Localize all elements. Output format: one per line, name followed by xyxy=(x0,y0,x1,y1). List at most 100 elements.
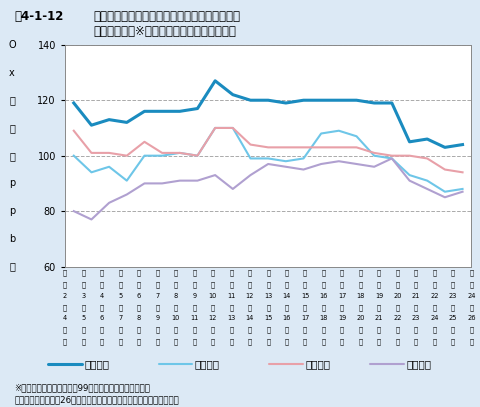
Text: 成: 成 xyxy=(81,281,85,288)
Text: 年: 年 xyxy=(247,327,251,333)
Text: 年: 年 xyxy=(376,327,380,333)
Text: 11: 11 xyxy=(227,293,235,299)
Text: 度: 度 xyxy=(100,338,104,345)
Text: 〜: 〜 xyxy=(173,304,178,311)
Text: 〜: 〜 xyxy=(155,304,159,311)
Text: 9: 9 xyxy=(192,293,196,299)
Text: 〜: 〜 xyxy=(118,304,122,311)
Text: 8: 8 xyxy=(136,315,141,322)
Text: 〜: 〜 xyxy=(81,304,85,311)
Text: 6: 6 xyxy=(136,293,141,299)
Text: 〜: 〜 xyxy=(321,304,325,311)
Text: 平: 平 xyxy=(321,270,325,276)
Text: 成: 成 xyxy=(265,281,270,288)
Text: 17: 17 xyxy=(300,315,309,322)
Text: 平: 平 xyxy=(118,270,122,276)
Text: 12: 12 xyxy=(208,315,216,322)
Text: 〜: 〜 xyxy=(358,304,362,311)
Text: 16: 16 xyxy=(319,293,327,299)
Text: 成: 成 xyxy=(229,281,233,288)
Text: 26: 26 xyxy=(466,315,475,322)
Text: 年: 年 xyxy=(302,327,306,333)
Text: 13: 13 xyxy=(227,315,235,322)
Text: 18: 18 xyxy=(319,315,327,322)
Text: 度: 度 xyxy=(118,338,122,345)
Text: 年: 年 xyxy=(81,327,85,333)
Text: 3: 3 xyxy=(81,293,85,299)
Text: 〜: 〜 xyxy=(395,304,399,311)
Text: 平: 平 xyxy=(376,270,380,276)
Text: 24: 24 xyxy=(466,293,475,299)
Text: 15: 15 xyxy=(300,293,309,299)
Text: 11: 11 xyxy=(190,315,198,322)
Text: 〜: 〜 xyxy=(413,304,417,311)
Text: 12: 12 xyxy=(245,293,253,299)
Text: 〜: 〜 xyxy=(63,304,67,311)
Text: 平: 平 xyxy=(173,270,178,276)
Text: 20: 20 xyxy=(356,315,364,322)
Text: 成: 成 xyxy=(63,281,67,288)
Text: 14: 14 xyxy=(245,315,253,322)
Text: 平: 平 xyxy=(284,270,288,276)
Text: 年: 年 xyxy=(450,327,454,333)
Text: 5: 5 xyxy=(81,315,85,322)
Text: 成: 成 xyxy=(321,281,325,288)
Text: 度: 度 xyxy=(468,338,472,345)
Text: （: （ xyxy=(9,151,15,161)
Text: すための指標※による域内最高値の経年変化: すための指標※による域内最高値の経年変化 xyxy=(94,25,236,38)
Text: 度: 度 xyxy=(413,338,417,345)
Text: 7: 7 xyxy=(155,293,159,299)
Text: ※：日最高８時間値の年間99パーセンタイル値移動平均: ※：日最高８時間値の年間99パーセンタイル値移動平均 xyxy=(14,383,150,392)
Text: b: b xyxy=(9,234,15,244)
Text: 度: 度 xyxy=(136,338,141,345)
Text: 度: 度 xyxy=(432,338,435,345)
Text: p: p xyxy=(9,178,15,188)
Text: 平: 平 xyxy=(63,270,67,276)
Text: 平: 平 xyxy=(192,270,196,276)
Text: 成: 成 xyxy=(358,281,362,288)
Text: 度: 度 xyxy=(229,338,233,345)
Text: 平: 平 xyxy=(413,270,417,276)
Text: 〜: 〜 xyxy=(100,304,104,311)
Text: 年: 年 xyxy=(136,327,141,333)
Text: 〜: 〜 xyxy=(432,304,435,311)
Text: 〜: 〜 xyxy=(468,304,472,311)
Text: 年: 年 xyxy=(321,327,325,333)
Text: 度: 度 xyxy=(192,338,196,345)
Text: 年: 年 xyxy=(284,327,288,333)
Text: 平: 平 xyxy=(136,270,141,276)
Text: 光化学オキシダントの環境改善効果を適切に示: 光化学オキシダントの環境改善効果を適切に示 xyxy=(94,10,240,23)
Text: 度: 度 xyxy=(63,338,67,345)
Text: 平: 平 xyxy=(339,270,343,276)
Text: 9: 9 xyxy=(155,315,159,322)
Text: 22: 22 xyxy=(393,315,401,322)
Text: 2: 2 xyxy=(63,293,67,299)
Text: 19: 19 xyxy=(374,293,383,299)
Text: 10: 10 xyxy=(171,315,180,322)
Text: 度: 度 xyxy=(284,338,288,345)
Text: 平: 平 xyxy=(450,270,454,276)
Text: 25: 25 xyxy=(448,315,456,322)
Text: p: p xyxy=(9,206,15,216)
Text: 18: 18 xyxy=(356,293,364,299)
Text: 成: 成 xyxy=(173,281,178,288)
Text: 成: 成 xyxy=(468,281,472,288)
Text: 平: 平 xyxy=(432,270,435,276)
Text: 度: 度 xyxy=(81,338,85,345)
Text: 平: 平 xyxy=(395,270,399,276)
Text: 度: 度 xyxy=(265,338,270,345)
Text: 4: 4 xyxy=(63,315,67,322)
Text: 平: 平 xyxy=(302,270,306,276)
Text: 年: 年 xyxy=(118,327,122,333)
Text: 平: 平 xyxy=(155,270,159,276)
Text: 成: 成 xyxy=(118,281,122,288)
Text: 度: 度 xyxy=(321,338,325,345)
Text: 九州地域: 九州地域 xyxy=(406,359,431,369)
Text: 関東地域: 関東地域 xyxy=(84,359,109,369)
Text: 平: 平 xyxy=(247,270,251,276)
Text: 年: 年 xyxy=(173,327,178,333)
Text: x: x xyxy=(9,68,15,78)
Text: 年: 年 xyxy=(358,327,362,333)
Text: 14: 14 xyxy=(282,293,290,299)
Text: 年: 年 xyxy=(265,327,270,333)
